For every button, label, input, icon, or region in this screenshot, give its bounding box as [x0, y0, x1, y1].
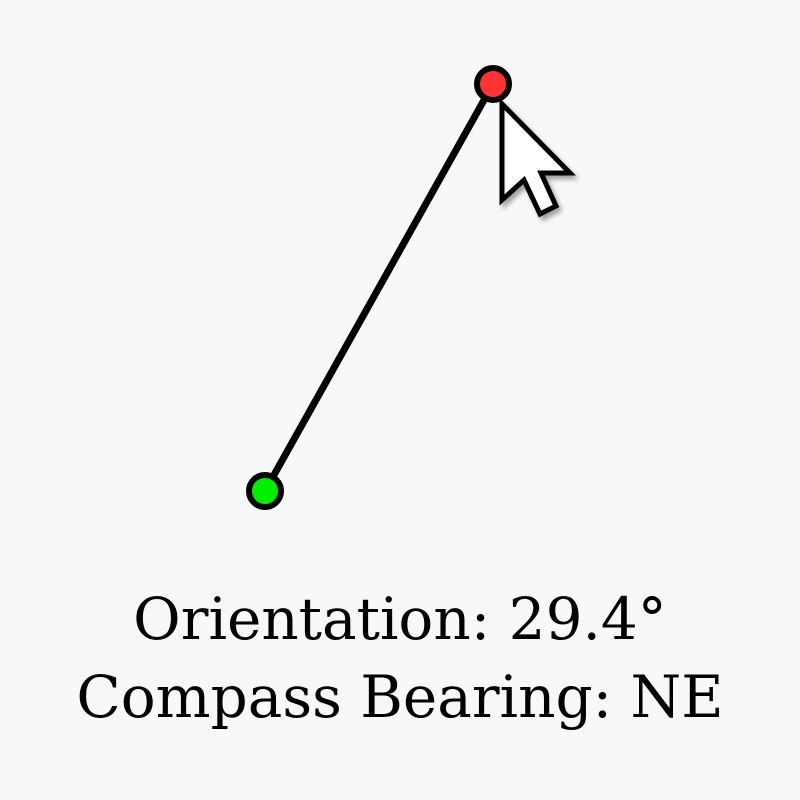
compass-bearing-readout: Compass Bearing: NE: [76, 663, 724, 731]
orientation-line[interactable]: [261, 80, 497, 495]
orientation-readout: Orientation: 29.4°: [133, 585, 667, 653]
start-point-handle[interactable]: [246, 472, 284, 510]
mouse-pointer-icon: [499, 97, 576, 218]
end-point-handle[interactable]: [474, 65, 512, 103]
